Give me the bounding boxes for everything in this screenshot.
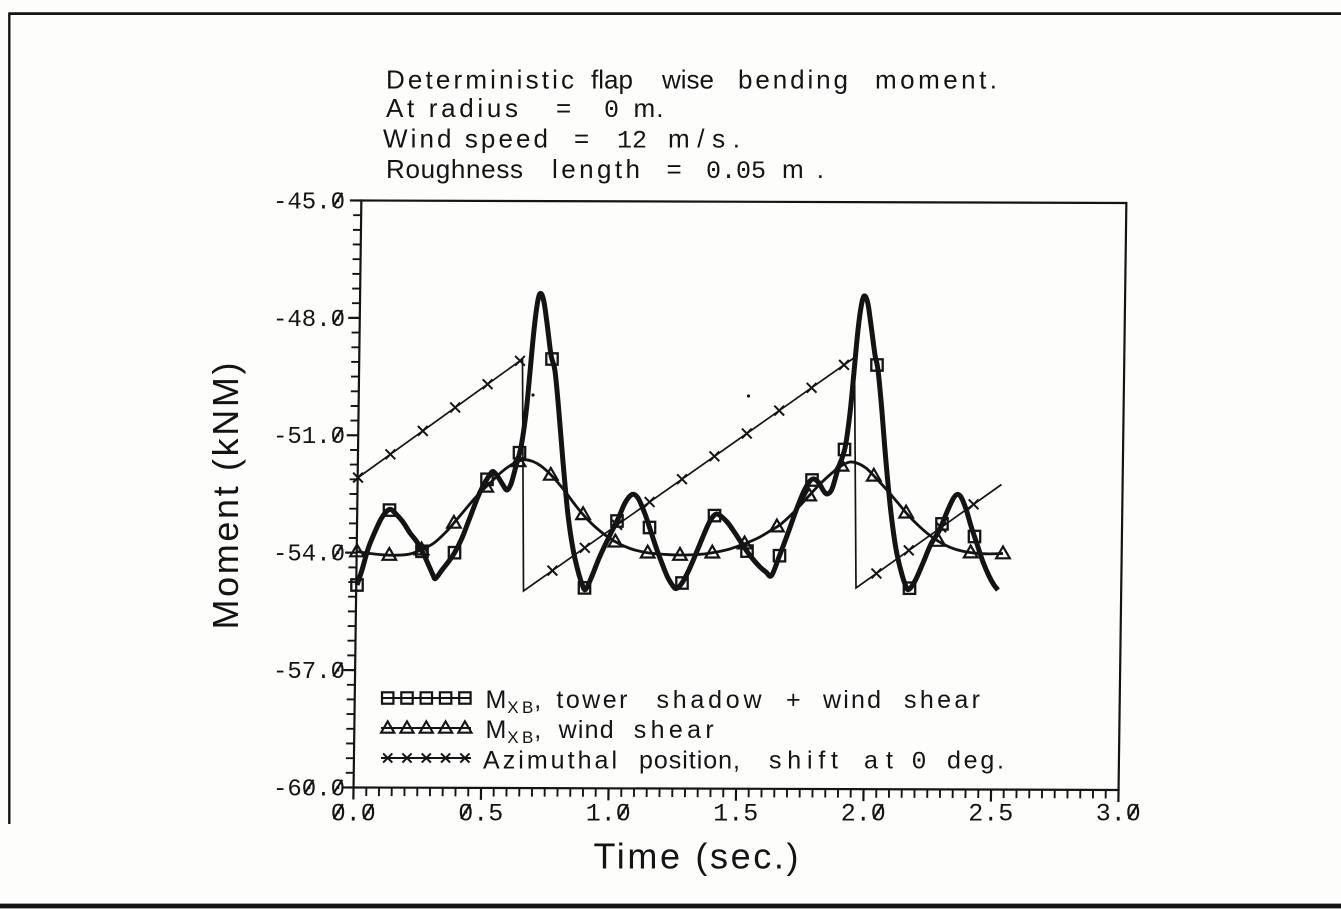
svg-text:Deterministic: Deterministic — [386, 65, 574, 95]
svg-text:flap: flap — [591, 65, 633, 95]
svg-text:0: 0 — [912, 748, 927, 777]
svg-text:-51.0: -51.0 — [273, 424, 345, 451]
svg-text:+: + — [786, 686, 801, 714]
svg-text:m.: m. — [634, 93, 664, 123]
svg-text:2.5: 2.5 — [968, 800, 1013, 829]
svg-text:bending: bending — [738, 65, 848, 95]
svg-text:=: = — [574, 124, 589, 154]
svg-text:1.5: 1.5 — [713, 800, 758, 829]
svg-text:-48.0: -48.0 — [273, 307, 345, 334]
svg-text:position,: position, — [639, 747, 740, 775]
svg-text:12: 12 — [617, 127, 647, 156]
svg-text:3.0: 3.0 — [1096, 800, 1141, 829]
svg-text:0: 0 — [604, 96, 619, 125]
svg-text:At radius: At radius — [386, 93, 518, 123]
svg-text:Moment (kNM): Moment (kNM) — [205, 363, 246, 630]
svg-text:-60.0: -60.0 — [273, 776, 345, 803]
svg-text:-57.0: -57.0 — [273, 659, 345, 686]
svg-text:Time (sec.): Time (sec.) — [594, 836, 799, 877]
svg-text:M: M — [486, 716, 507, 744]
svg-text:0.05: 0.05 — [706, 157, 766, 186]
svg-text:1.0: 1.0 — [586, 800, 631, 829]
svg-text:moment.: moment. — [875, 65, 997, 95]
svg-text:wise: wise — [661, 65, 714, 95]
svg-text:0.5: 0.5 — [458, 800, 503, 829]
svg-text:2.0: 2.0 — [841, 800, 886, 829]
svg-text:M: M — [486, 686, 507, 714]
svg-text:Roughness: Roughness — [386, 154, 523, 184]
svg-text:,: , — [534, 716, 541, 744]
svg-text:shadow: shadow — [657, 686, 763, 714]
svg-text:=: = — [667, 154, 682, 184]
svg-text:wind: wind — [558, 716, 614, 744]
svg-text:0.0: 0.0 — [331, 800, 376, 829]
svg-text:m.: m. — [782, 154, 824, 184]
svg-text:tower: tower — [556, 686, 627, 714]
svg-text:wind: wind — [822, 686, 881, 714]
svg-text:length: length — [552, 154, 640, 184]
svg-text:-45.0: -45.0 — [273, 189, 345, 216]
svg-text:Wind speed: Wind speed — [383, 124, 548, 154]
svg-text:Azimuthal: Azimuthal — [483, 747, 617, 775]
svg-text:-54.0: -54.0 — [273, 542, 345, 569]
svg-text:=: = — [556, 93, 571, 123]
svg-text:,: , — [534, 686, 541, 714]
